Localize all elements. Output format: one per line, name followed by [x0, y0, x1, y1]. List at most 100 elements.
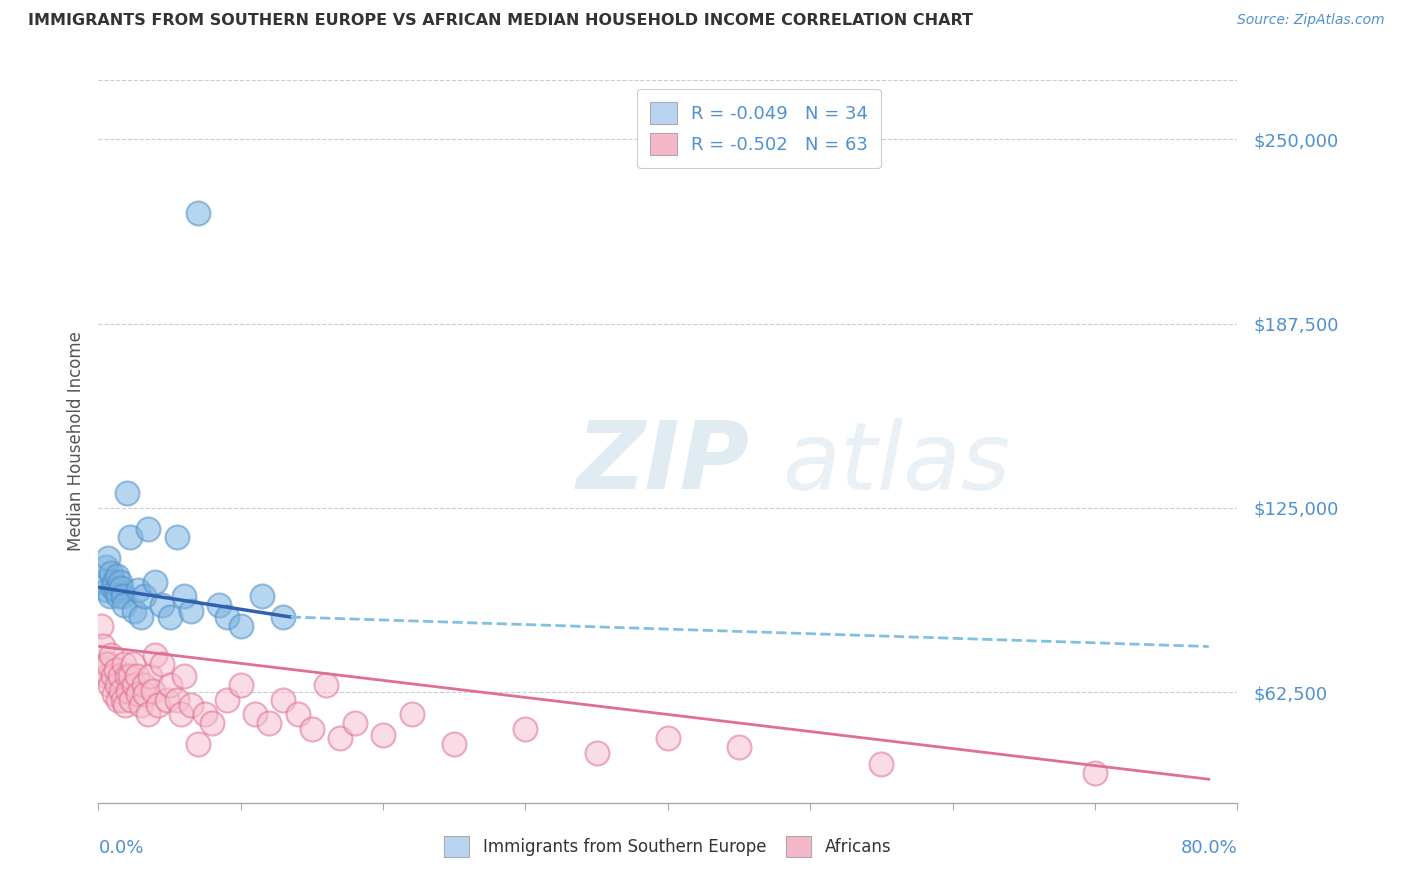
Point	[585, 746, 607, 760]
Point	[98, 590, 121, 604]
Point	[107, 692, 129, 706]
Point	[152, 657, 174, 672]
Point	[208, 598, 231, 612]
Point	[104, 663, 127, 677]
Y-axis label: Median Household Income: Median Household Income	[66, 332, 84, 551]
Point	[104, 583, 127, 598]
Point	[136, 522, 159, 536]
Point	[173, 669, 195, 683]
Point	[301, 722, 323, 736]
Point	[145, 648, 167, 663]
Point	[343, 716, 366, 731]
Point	[132, 678, 155, 692]
Legend: Immigrants from Southern Europe, Africans: Immigrants from Southern Europe, African…	[434, 826, 901, 867]
Point	[115, 486, 138, 500]
Point	[329, 731, 352, 745]
Point	[180, 604, 202, 618]
Point	[201, 716, 224, 731]
Point	[96, 669, 118, 683]
Point	[101, 581, 124, 595]
Point	[156, 692, 179, 706]
Point	[136, 707, 159, 722]
Point	[108, 574, 131, 589]
Point	[401, 707, 423, 722]
Point	[112, 657, 135, 672]
Point	[273, 692, 295, 706]
Point	[115, 669, 138, 683]
Point	[117, 683, 139, 698]
Point	[229, 619, 252, 633]
Point	[103, 574, 125, 589]
Point	[287, 707, 309, 722]
Point	[90, 619, 112, 633]
Point	[91, 640, 114, 654]
Point	[166, 692, 188, 706]
Point	[129, 610, 152, 624]
Point	[215, 610, 238, 624]
Point	[215, 692, 238, 706]
Point	[159, 678, 181, 692]
Point	[173, 590, 195, 604]
Point	[159, 610, 181, 624]
Point	[194, 707, 217, 722]
Point	[118, 530, 141, 544]
Text: 0.0%: 0.0%	[98, 838, 143, 857]
Point	[138, 669, 160, 683]
Point	[98, 678, 121, 692]
Point	[170, 707, 193, 722]
Point	[96, 583, 118, 598]
Point	[100, 648, 122, 663]
Text: atlas: atlas	[782, 417, 1010, 508]
Point	[166, 530, 188, 544]
Point	[443, 737, 465, 751]
Point	[93, 663, 115, 677]
Point	[111, 590, 134, 604]
Point	[91, 574, 114, 589]
Point	[111, 692, 134, 706]
Point	[112, 598, 135, 612]
Point	[97, 657, 120, 672]
Point	[110, 581, 132, 595]
Point	[657, 731, 679, 745]
Point	[141, 683, 163, 698]
Point	[132, 590, 155, 604]
Point	[148, 698, 170, 713]
Point	[103, 687, 125, 701]
Text: Source: ZipAtlas.com: Source: ZipAtlas.com	[1237, 13, 1385, 28]
Point	[315, 678, 337, 692]
Point	[180, 698, 202, 713]
Point	[152, 598, 174, 612]
Point	[125, 669, 148, 683]
Point	[107, 590, 129, 604]
Point	[108, 669, 131, 683]
Point	[127, 583, 149, 598]
Point	[187, 737, 209, 751]
Point	[373, 728, 395, 742]
Text: ZIP: ZIP	[576, 417, 749, 509]
Point	[110, 683, 132, 698]
Point	[127, 687, 149, 701]
Point	[105, 568, 128, 582]
Point	[273, 610, 295, 624]
Point	[134, 687, 156, 701]
Point	[97, 551, 120, 566]
Point	[187, 206, 209, 220]
Point	[145, 574, 167, 589]
Point	[94, 560, 117, 574]
Point	[100, 566, 122, 580]
Point	[105, 678, 128, 692]
Point	[122, 678, 145, 692]
Point	[728, 739, 751, 754]
Text: IMMIGRANTS FROM SOUTHERN EUROPE VS AFRICAN MEDIAN HOUSEHOLD INCOME CORRELATION C: IMMIGRANTS FROM SOUTHERN EUROPE VS AFRIC…	[28, 13, 973, 29]
Point	[118, 669, 141, 683]
Point	[870, 757, 893, 772]
Point	[120, 692, 142, 706]
Text: 80.0%: 80.0%	[1181, 838, 1237, 857]
Point	[122, 604, 145, 618]
Point	[114, 698, 136, 713]
Point	[101, 669, 124, 683]
Point	[515, 722, 537, 736]
Point	[250, 590, 273, 604]
Point	[243, 707, 266, 722]
Point	[259, 716, 281, 731]
